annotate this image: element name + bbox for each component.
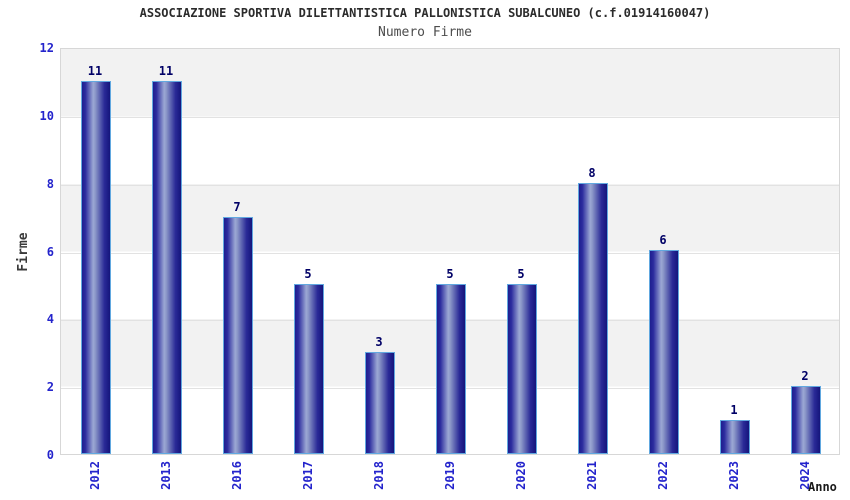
bar-2012 (81, 81, 111, 454)
bar-2021 (578, 183, 608, 454)
bar-value-label: 11 (87, 64, 103, 78)
x-tick-label: 2019 (443, 461, 457, 490)
y-tick-label: 12 (39, 41, 54, 55)
x-axis-title: Anno (808, 480, 837, 494)
y-tick-label: 2 (46, 380, 54, 395)
y-tick-label: 10 (39, 108, 54, 123)
bar-2019 (436, 284, 466, 454)
bar-2017 (294, 284, 324, 454)
plot-area (60, 48, 840, 455)
x-tick-label: 2017 (301, 461, 315, 490)
bar-2013 (152, 81, 182, 454)
bar-value-label: 5 (304, 267, 312, 281)
gridline (61, 252, 839, 254)
x-tick-label: 2020 (514, 461, 528, 490)
x-tick-label: 2012 (88, 461, 102, 490)
chart-subtitle: Numero Firme (378, 25, 472, 40)
bar-2020 (507, 284, 537, 454)
bar-value-label: 1 (730, 403, 738, 417)
y-tick-label: 4 (46, 312, 54, 327)
x-tick-label: 2022 (656, 461, 670, 490)
bar-value-label: 3 (375, 335, 383, 349)
bar-value-label: 6 (659, 233, 667, 247)
y-tick-label: 0 (46, 448, 54, 462)
bar-2024 (791, 386, 821, 454)
x-tick-label: 2023 (727, 461, 741, 490)
bar-value-label: 8 (588, 166, 596, 180)
y-tick-label: 8 (46, 176, 54, 191)
x-tick-label: 2016 (230, 461, 244, 490)
bar-2022 (649, 250, 679, 454)
bar-2016 (223, 217, 253, 454)
bar-value-label: 11 (158, 64, 174, 78)
x-tick-label: 2018 (372, 461, 386, 490)
bar-value-label: 2 (801, 369, 809, 383)
bar-value-label: 5 (446, 267, 454, 281)
gridline (61, 116, 839, 118)
bar-2023 (720, 420, 750, 454)
gridline (61, 184, 839, 186)
x-tick-label: 2021 (585, 461, 599, 490)
bar-value-label: 7 (233, 200, 241, 214)
x-tick-label: 2013 (159, 461, 173, 490)
bar-value-label: 5 (517, 267, 525, 281)
bar-2018 (365, 352, 395, 454)
chart-title: ASSOCIAZIONE SPORTIVA DILETTANTISTICA PA… (139, 6, 711, 20)
y-tick-label: 6 (46, 244, 54, 259)
